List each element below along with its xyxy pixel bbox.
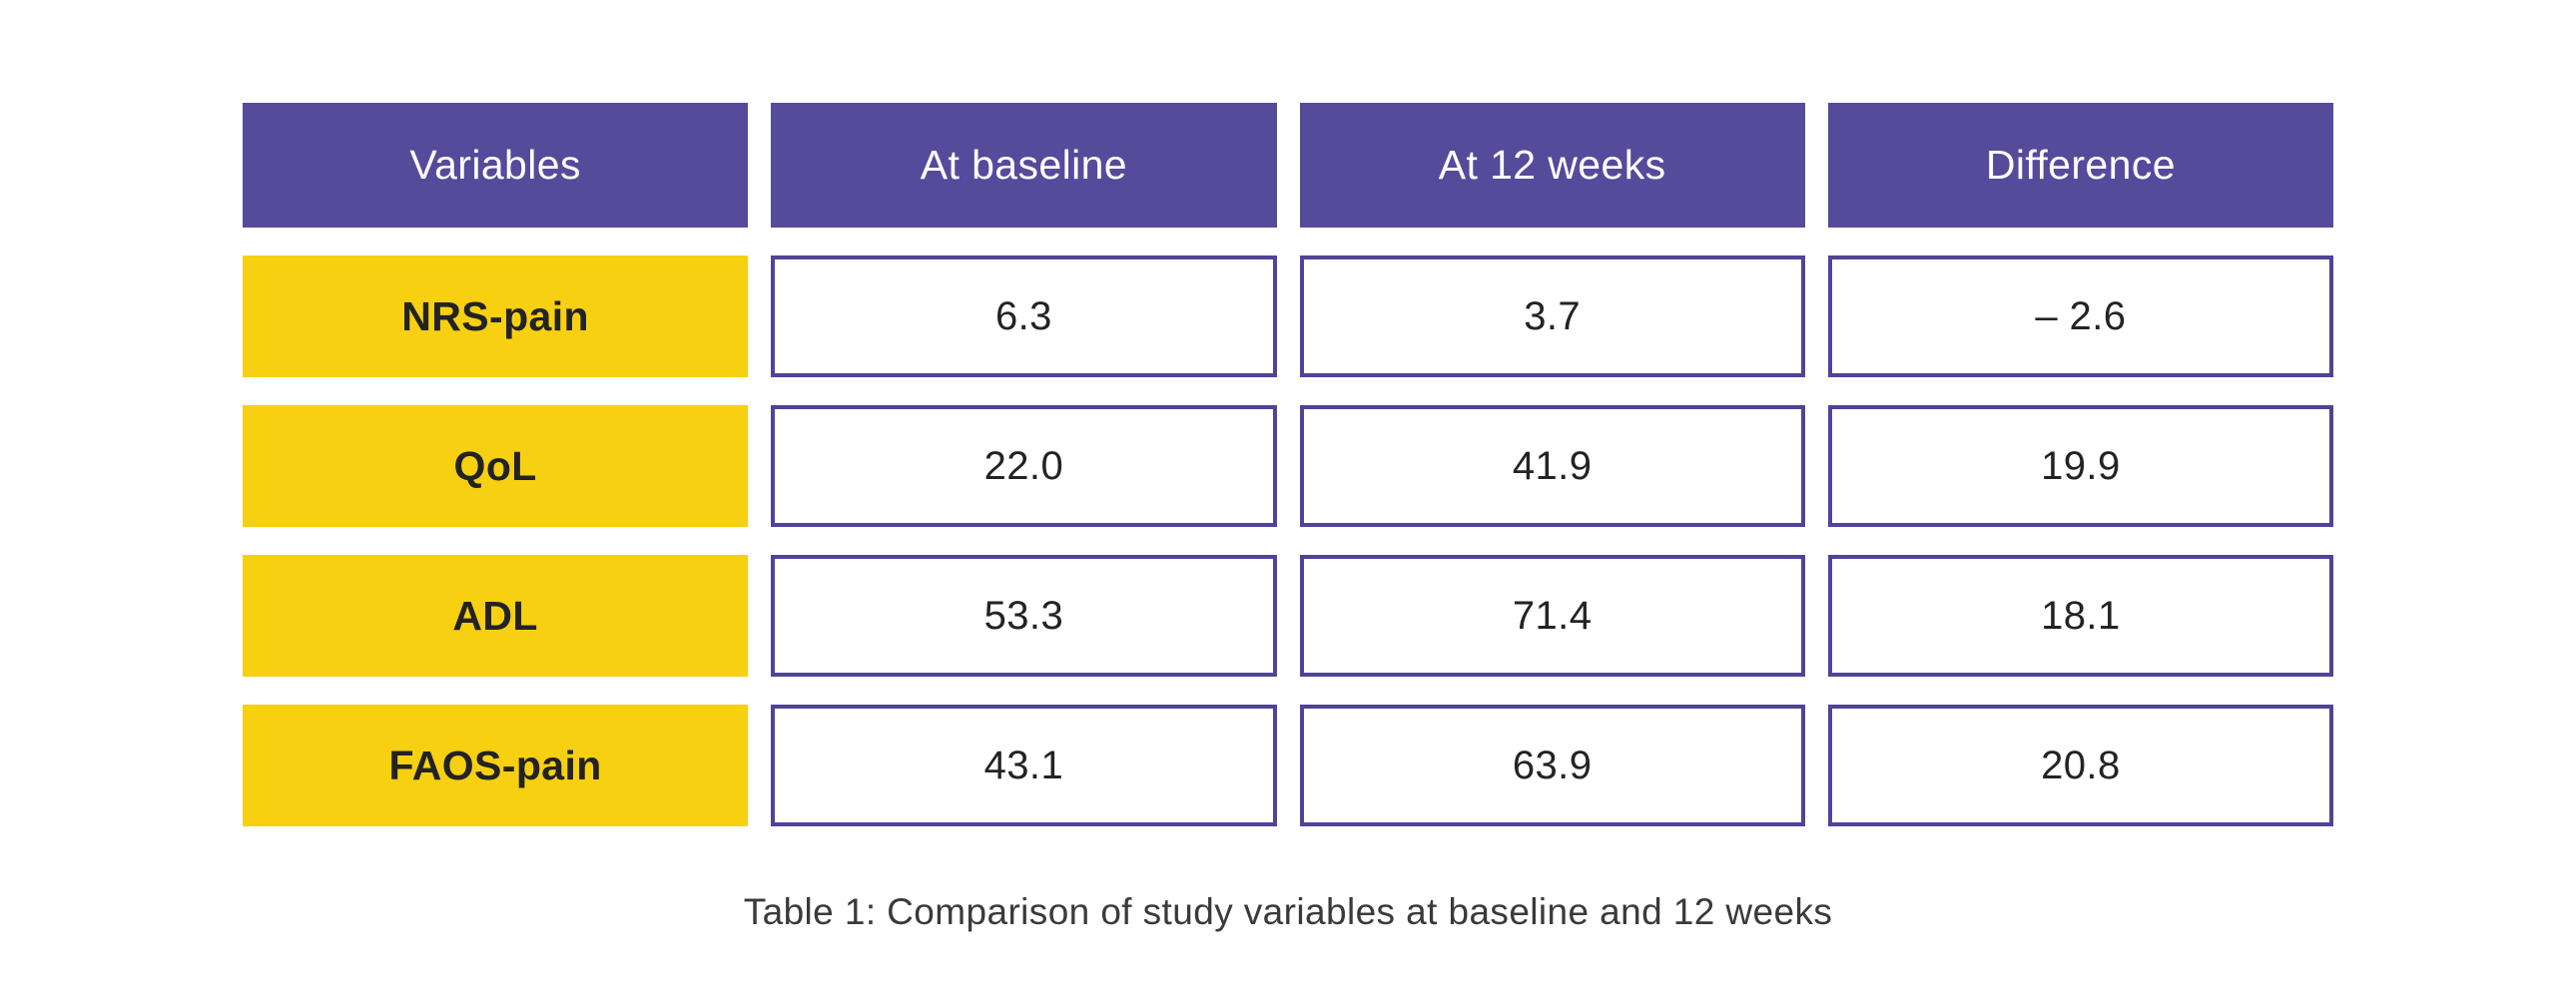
difference-value-cell: – 2.6 bbox=[1827, 255, 2333, 377]
week12-value-cell: 41.9 bbox=[1299, 405, 1805, 527]
header-cell-at-12-weeks: At 12 weeks bbox=[1299, 103, 1805, 228]
header-cell-difference: Difference bbox=[1827, 103, 2333, 228]
table-caption: Table 1: Comparison of study variables a… bbox=[743, 891, 1833, 932]
difference-value-cell: 19.9 bbox=[1827, 405, 2333, 527]
variable-label-cell: ADL bbox=[243, 555, 749, 677]
variable-label-cell: FAOS-pain bbox=[243, 705, 749, 826]
comparison-table: Variables At baseline At 12 weeks Differ… bbox=[243, 103, 2333, 826]
difference-value-cell: 20.8 bbox=[1827, 705, 2333, 826]
header-cell-at-baseline: At baseline bbox=[771, 103, 1277, 228]
baseline-value-cell: 53.3 bbox=[771, 555, 1277, 677]
baseline-value-cell: 6.3 bbox=[771, 255, 1277, 377]
week12-value-cell: 71.4 bbox=[1299, 555, 1805, 677]
baseline-value-cell: 43.1 bbox=[771, 705, 1277, 826]
variable-label-cell: QoL bbox=[243, 405, 749, 527]
variable-label-cell: NRS-pain bbox=[243, 255, 749, 377]
baseline-value-cell: 22.0 bbox=[771, 405, 1277, 527]
week12-value-cell: 63.9 bbox=[1299, 705, 1805, 826]
difference-value-cell: 18.1 bbox=[1827, 555, 2333, 677]
week12-value-cell: 3.7 bbox=[1299, 255, 1805, 377]
header-cell-variables: Variables bbox=[243, 103, 749, 228]
